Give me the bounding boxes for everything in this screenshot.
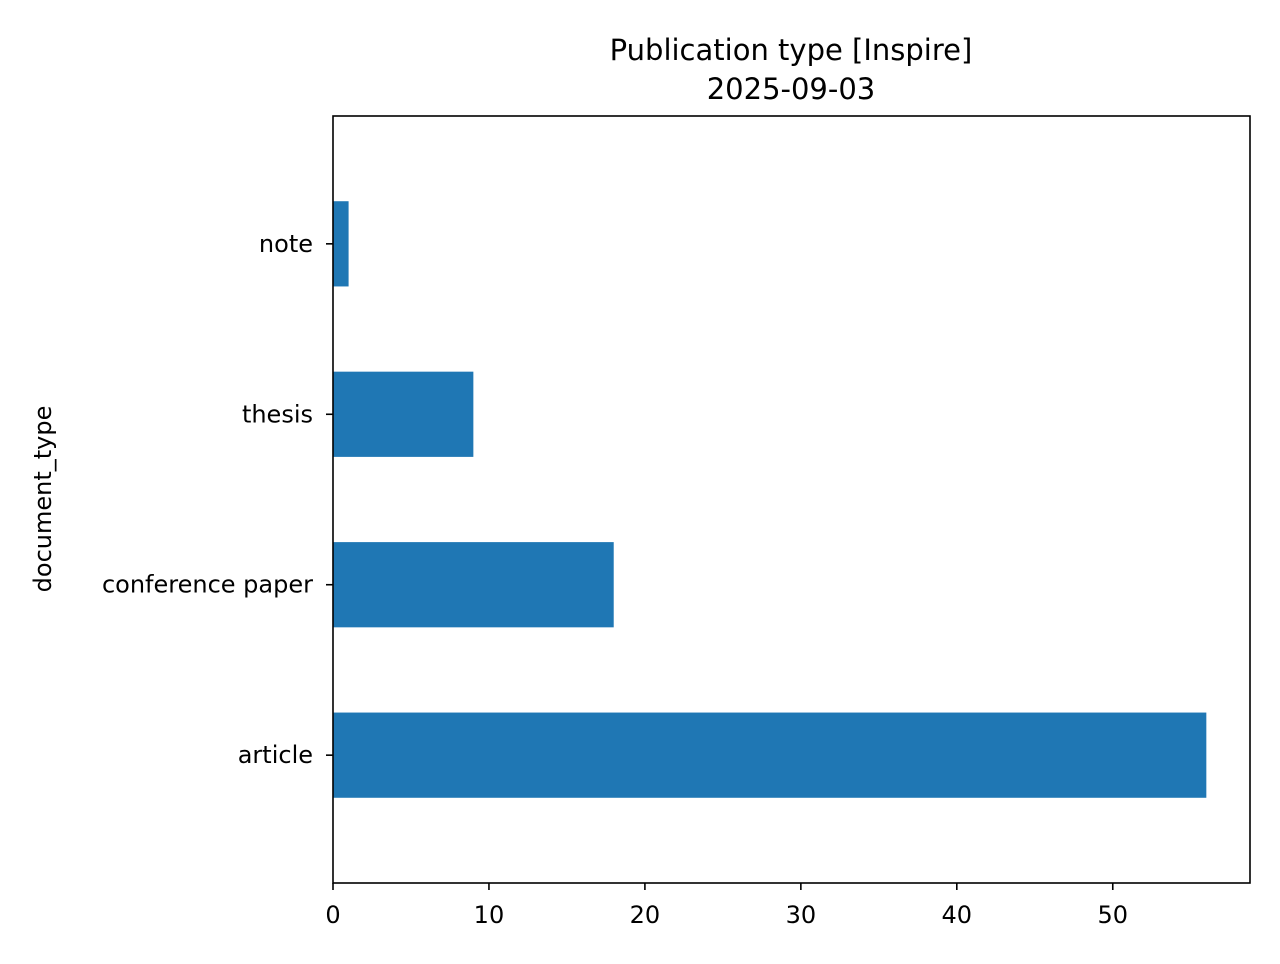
bar-thesis [333,371,474,457]
bar-note [333,201,349,287]
y-axis-label: document_type [29,406,57,593]
x-tick-label: 30 [786,901,817,929]
y-tick-label: thesis [242,400,313,428]
chart-title: Publication type [Inspire] [610,33,973,67]
x-tick-label: 0 [325,901,340,929]
y-tick-label: article [238,741,313,769]
y-ticks-layer: article conference paper thesis note [102,230,333,769]
x-tick-label: 50 [1097,901,1128,929]
x-tick-label: 10 [474,901,505,929]
bars-layer [333,201,1207,798]
chart-subtitle: 2025-09-03 [707,72,876,106]
x-tick-label: 40 [942,901,973,929]
x-ticks-layer: 0 10 20 30 40 50 [325,883,1128,929]
y-tick-label: conference paper [102,571,313,599]
plot-frame [332,115,1251,884]
bar-conference-paper [333,542,614,628]
x-tick-label: 20 [630,901,661,929]
y-tick-label: note [259,230,313,258]
bar-article [333,712,1207,798]
